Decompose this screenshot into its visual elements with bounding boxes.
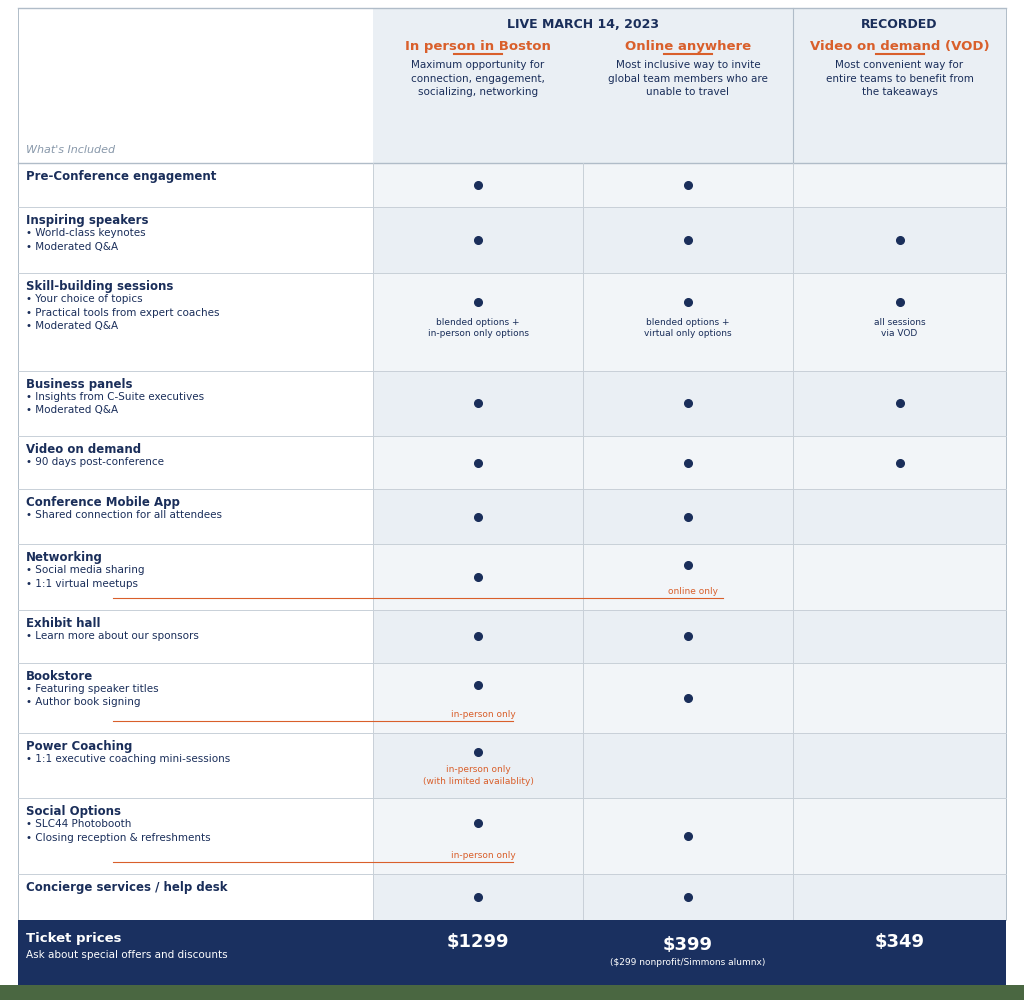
Text: • Learn more about our sponsors: • Learn more about our sponsors	[26, 631, 199, 641]
Text: Video on demand: Video on demand	[26, 443, 141, 456]
Text: Bookstore: Bookstore	[26, 670, 93, 683]
Text: Pre-Conference engagement: Pre-Conference engagement	[26, 170, 216, 183]
Bar	[373, 798, 1006, 874]
Text: all sessions
via VOD: all sessions via VOD	[873, 318, 926, 338]
Text: In person in Boston: In person in Boston	[406, 40, 551, 53]
Bar	[373, 489, 1006, 544]
Text: Concierge services / help desk: Concierge services / help desk	[26, 881, 227, 894]
Text: blended options +
in-person only options: blended options + in-person only options	[427, 318, 528, 338]
Text: Video on demand (VOD): Video on demand (VOD)	[810, 40, 989, 53]
Text: • 1:1 executive coaching mini-sessions: • 1:1 executive coaching mini-sessions	[26, 754, 230, 764]
Text: Business panels: Business panels	[26, 378, 132, 391]
Text: Exhibit hall: Exhibit hall	[26, 617, 100, 630]
Bar	[373, 874, 1006, 920]
Text: • Insights from C-Suite executives
• Moderated Q&A: • Insights from C-Suite executives • Mod…	[26, 392, 204, 415]
Bar	[373, 207, 1006, 273]
Text: Ask about special offers and discounts: Ask about special offers and discounts	[26, 950, 227, 960]
Text: • Shared connection for all attendees: • Shared connection for all attendees	[26, 510, 222, 520]
Text: Inspiring speakers: Inspiring speakers	[26, 214, 148, 227]
Bar	[373, 273, 1006, 371]
Text: • Social media sharing
• 1:1 virtual meetups: • Social media sharing • 1:1 virtual mee…	[26, 565, 144, 589]
Bar	[373, 733, 1006, 798]
Bar	[373, 436, 1006, 489]
Bar	[373, 371, 1006, 436]
Text: What's Included: What's Included	[26, 145, 115, 155]
Text: LIVE MARCH 14, 2023: LIVE MARCH 14, 2023	[507, 18, 659, 31]
Bar	[373, 610, 1006, 663]
Bar	[793, 8, 1006, 163]
Text: $399: $399	[663, 936, 713, 954]
Text: RECORDED: RECORDED	[861, 18, 938, 31]
Bar	[373, 163, 1006, 207]
Text: • Featuring speaker titles
• Author book signing: • Featuring speaker titles • Author book…	[26, 684, 159, 707]
Text: Online anywhere: Online anywhere	[625, 40, 751, 53]
Text: • Your choice of topics
• Practical tools from expert coaches
• Moderated Q&A: • Your choice of topics • Practical tool…	[26, 294, 219, 331]
Text: Networking: Networking	[26, 551, 102, 564]
Text: in-person only: in-person only	[451, 851, 515, 860]
Text: in-person only
(with limited availablity): in-person only (with limited availablity…	[423, 765, 534, 786]
Text: Conference Mobile App: Conference Mobile App	[26, 496, 180, 509]
Text: $1299: $1299	[446, 933, 509, 951]
Text: • SLC44 Photobooth
• Closing reception & refreshments: • SLC44 Photobooth • Closing reception &…	[26, 819, 211, 843]
Text: • 90 days post-conference: • 90 days post-conference	[26, 457, 164, 467]
Bar	[373, 663, 1006, 733]
Text: online only: online only	[668, 587, 718, 596]
Text: Social Options: Social Options	[26, 805, 121, 818]
Text: ($299 nonprofit/Simmons alumnx): ($299 nonprofit/Simmons alumnx)	[610, 958, 766, 967]
Bar	[18, 920, 1006, 985]
Text: $349: $349	[874, 933, 925, 951]
Text: Most convenient way for
entire teams to benefit from
the takeaways: Most convenient way for entire teams to …	[825, 60, 974, 97]
Bar	[373, 8, 793, 163]
Text: Skill-building sessions: Skill-building sessions	[26, 280, 173, 293]
Text: Power Coaching: Power Coaching	[26, 740, 132, 753]
Text: Maximum opportunity for
connection, engagement,
socializing, networking: Maximum opportunity for connection, enga…	[411, 60, 545, 97]
Text: Ticket prices: Ticket prices	[26, 932, 122, 945]
Text: • World-class keynotes
• Moderated Q&A: • World-class keynotes • Moderated Q&A	[26, 228, 145, 252]
Text: blended options +
virtual only options: blended options + virtual only options	[644, 318, 732, 338]
Text: in-person only: in-person only	[451, 710, 515, 719]
Bar	[0, 985, 1024, 1000]
Bar	[373, 544, 1006, 610]
Text: Most inclusive way to invite
global team members who are
unable to travel: Most inclusive way to invite global team…	[608, 60, 768, 97]
